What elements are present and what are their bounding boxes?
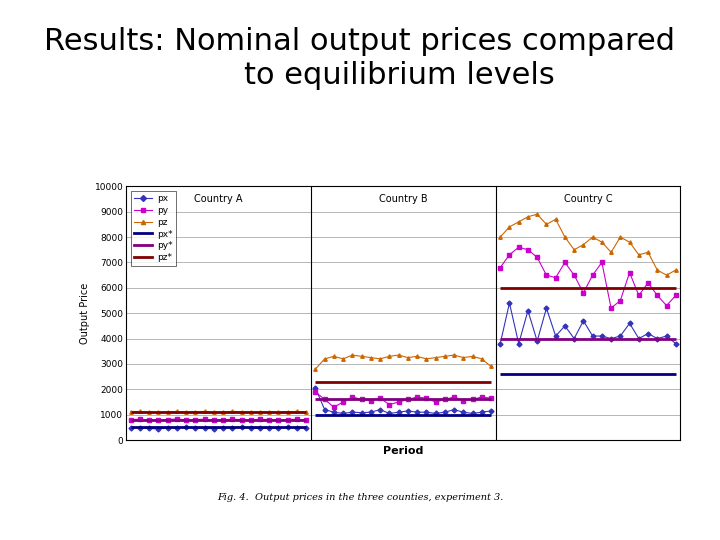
Text: Fig. 4.  Output prices in the three counties, experiment 3.: Fig. 4. Output prices in the three count…: [217, 493, 503, 502]
Legend: px, py, pz, px*, py*, pz*: px, py, pz, px*, py*, pz*: [130, 191, 176, 266]
Text: Country C: Country C: [564, 194, 612, 204]
Y-axis label: Output Price: Output Price: [81, 282, 90, 344]
Text: Country B: Country B: [379, 194, 428, 204]
Text: Country A: Country A: [194, 194, 243, 204]
Text: Results: Nominal output prices compared
        to equilibrium levels: Results: Nominal output prices compared …: [45, 27, 675, 90]
X-axis label: Period: Period: [383, 446, 423, 456]
